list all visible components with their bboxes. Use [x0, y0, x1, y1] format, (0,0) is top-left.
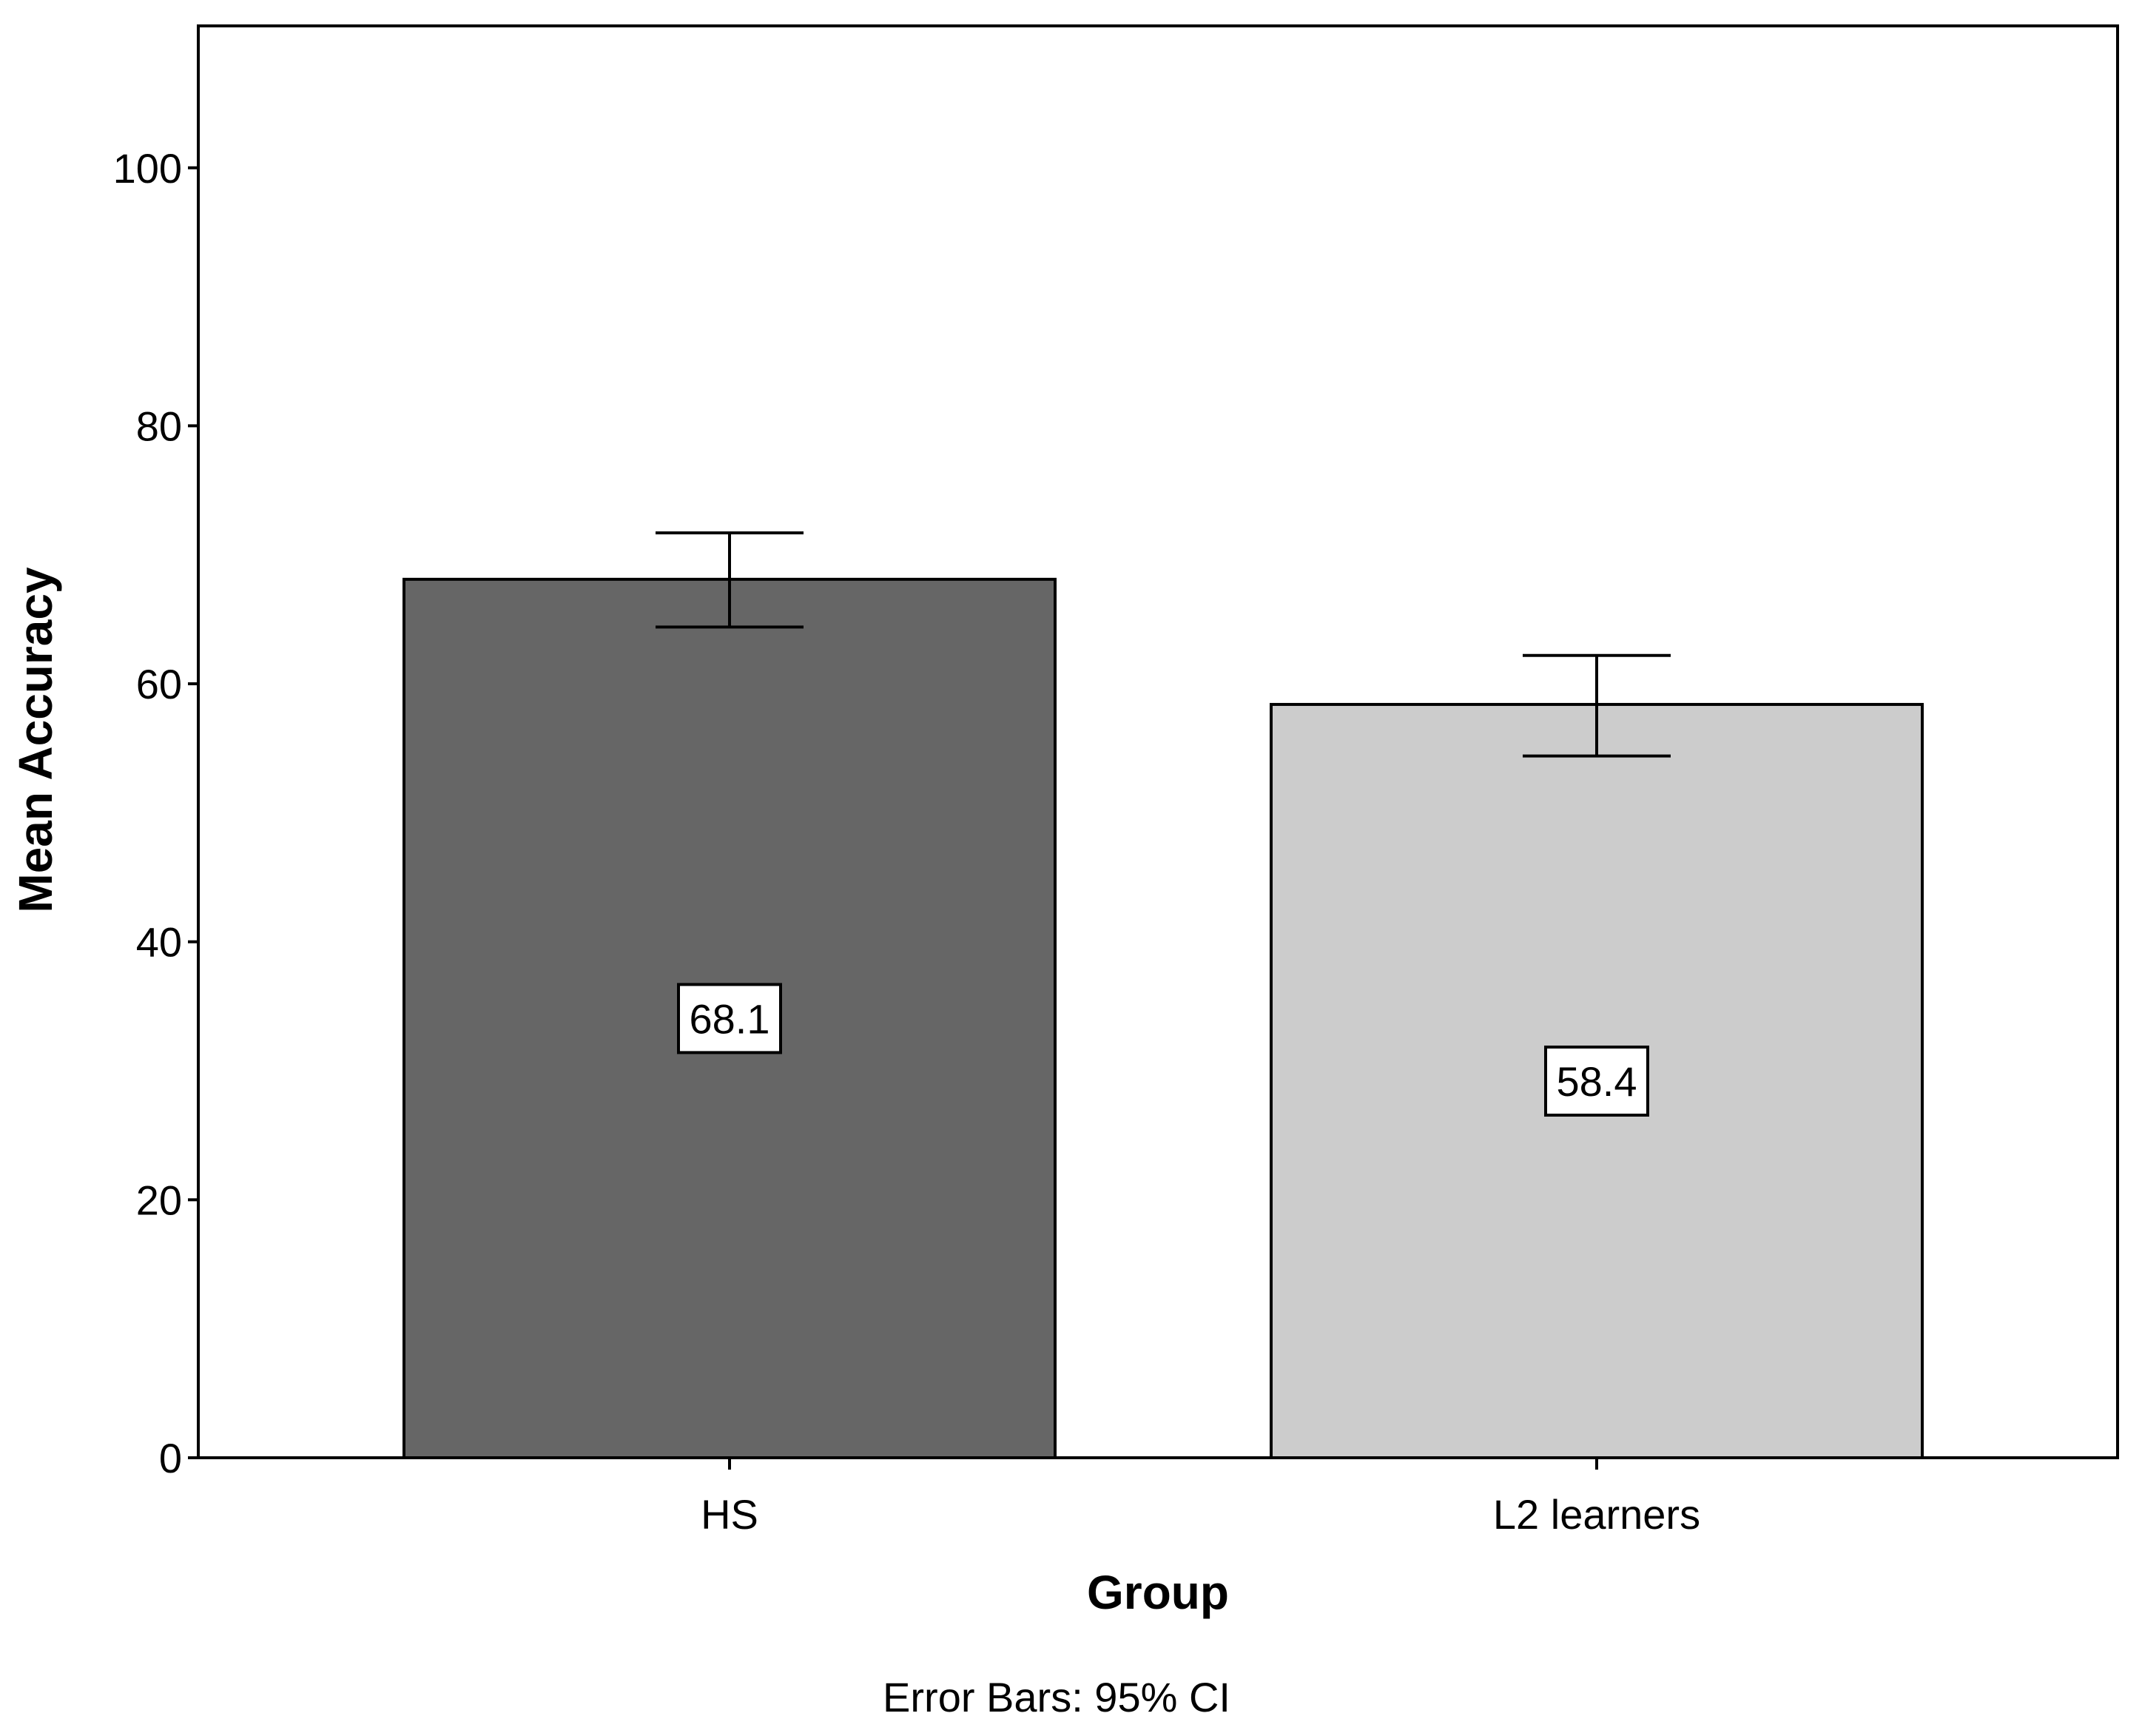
y-tick-label: 100	[113, 145, 182, 192]
error-bars-footnote: Error Bars: 95% CI	[883, 1674, 1230, 1720]
plot-frame	[197, 24, 2119, 1459]
axis-layer: 0 20 40 60 80 100 HS L2 learners	[113, 24, 2119, 1538]
x-tick-label: L2 learners	[1493, 1491, 1700, 1538]
error-bars-layer	[656, 531, 1671, 758]
y-tick-label: 20	[136, 1177, 182, 1223]
y-axis-title: Mean Accuracy	[9, 567, 62, 913]
bar-value-label: 58.4	[1557, 1058, 1637, 1105]
bar-value-box	[1544, 1045, 1649, 1117]
y-tick-label: 40	[136, 919, 182, 966]
bar-value-label: 68.1	[690, 995, 770, 1042]
bar-value-box	[677, 983, 782, 1054]
y-tick-label: 0	[159, 1435, 182, 1481]
y-tick-label: 60	[136, 661, 182, 707]
labels-layer: 68.1 58.4	[677, 983, 1649, 1117]
x-tick-label: HS	[701, 1491, 758, 1538]
y-tick-label: 80	[136, 403, 182, 449]
x-axis-title: Group	[1087, 1566, 1229, 1619]
